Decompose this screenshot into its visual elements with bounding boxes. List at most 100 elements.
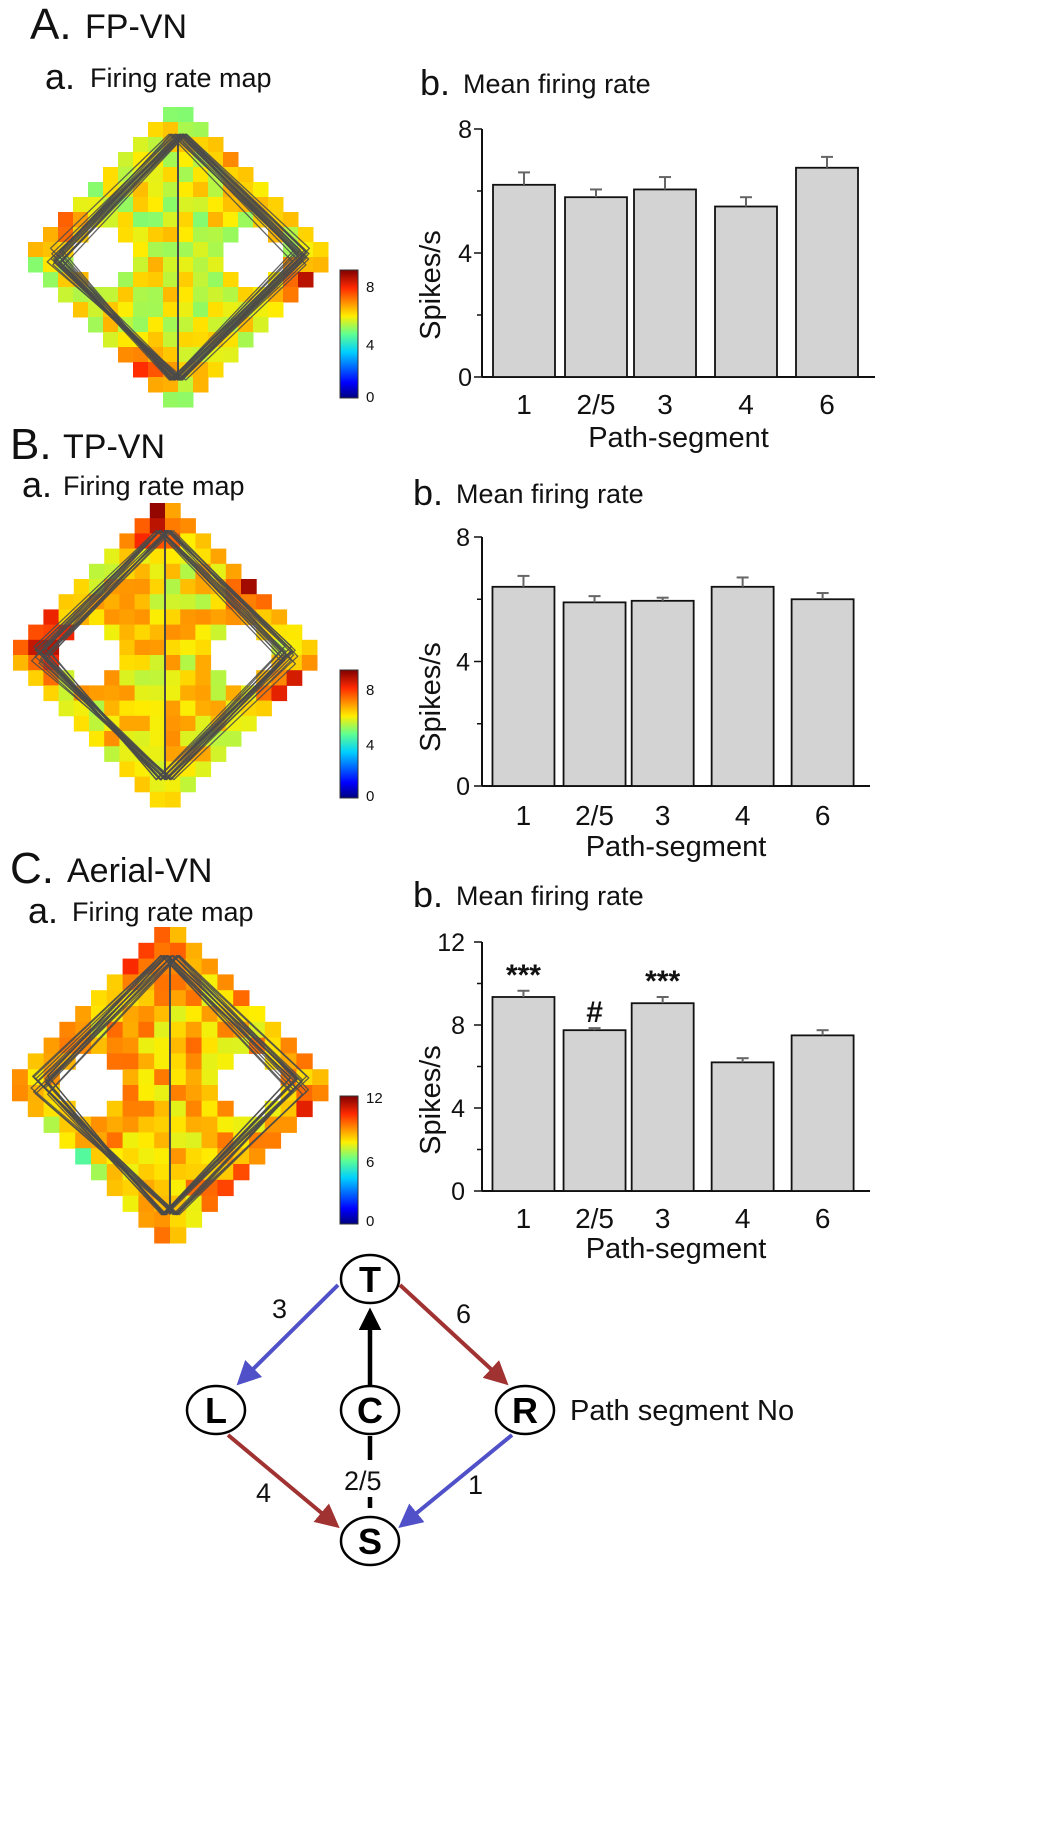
panel-b-name: TP-VN — [63, 428, 165, 466]
rate-map-pixel — [256, 700, 272, 717]
rate-map-pixel — [89, 685, 105, 702]
rate-map-pixel — [165, 639, 181, 656]
trajectory-path — [56, 133, 300, 381]
rate-map-pixel — [201, 1116, 218, 1133]
y-tick-label: 8 — [456, 524, 470, 552]
x-tick-label: 3 — [657, 389, 673, 420]
rate-map-pixel — [180, 685, 196, 702]
bar-3 — [630, 599, 695, 787]
rate-map-pixel — [193, 122, 209, 138]
rate-map-pixel — [165, 685, 181, 702]
rate-map-pixel — [170, 1006, 187, 1023]
rate-map-pixel — [233, 990, 250, 1007]
edge-l-to-s — [226, 1433, 340, 1529]
y-tick-label: 12 — [437, 929, 465, 957]
rate-map-pixel — [119, 639, 136, 656]
rate-map-pixel — [148, 317, 164, 333]
rate-map-pixel — [75, 1006, 92, 1023]
rate-map-pixel — [59, 1116, 76, 1133]
rate-map-pixel — [133, 197, 149, 213]
rate-map-pixel — [195, 624, 212, 641]
x-tick-label: 4 — [735, 1203, 751, 1234]
rate-map-pixel — [149, 594, 166, 610]
rate-map-pixel — [119, 579, 136, 595]
rate-map-pixel — [233, 1037, 250, 1054]
rate-map-pixel — [163, 392, 179, 408]
rate-map-pixel — [201, 1100, 218, 1118]
rate-map-pixel — [118, 347, 134, 363]
rate-map-pixel — [118, 272, 134, 288]
rate-map-pixel — [122, 1069, 139, 1086]
trajectory-path — [52, 133, 304, 381]
rate-map-pixel — [119, 685, 136, 702]
rate-map-pixel — [13, 655, 29, 671]
rate-map-pixel — [122, 1148, 139, 1165]
x-tick-label: 2/5 — [575, 800, 614, 831]
rate-map-pixel — [133, 212, 149, 228]
rate-map-pixel — [133, 257, 149, 273]
rate-map-pixel — [178, 182, 194, 198]
node-r-label: R — [512, 1390, 538, 1431]
rate-map-pixel — [154, 1116, 171, 1133]
rate-map-pixel — [122, 1132, 139, 1149]
rate-map-pixel — [165, 579, 181, 595]
rate-map-pixel — [148, 257, 164, 273]
rate-map-pixel — [241, 715, 257, 732]
rate-map-pixel — [163, 122, 179, 138]
rate-map-pixel — [238, 167, 254, 183]
rate-map-pixel — [210, 609, 227, 626]
rate-map-pixel — [301, 639, 318, 656]
rate-map-pixel — [201, 1069, 218, 1086]
trajectory-path — [30, 529, 297, 781]
colorbar-c-tick-high: 12 — [366, 1090, 383, 1107]
rate-map-pixel — [210, 624, 227, 641]
y-axis-title: Spikes/s — [415, 230, 447, 340]
colorbar-a-tick-high: 8 — [366, 279, 374, 296]
rate-map-pixel — [154, 1053, 171, 1070]
rate-map-pixel — [195, 639, 212, 656]
rate-map-pixel — [193, 212, 209, 228]
rate-map-pixel — [217, 974, 234, 991]
rate-map-pixel — [217, 1116, 234, 1133]
rate-map-pixel — [208, 137, 224, 153]
rate-map-pixel — [138, 1037, 155, 1054]
y-tick-label: 0 — [458, 364, 472, 392]
rate-map-pixel — [208, 227, 224, 243]
rate-map-pixel — [133, 182, 149, 198]
rate-map-pixel — [201, 958, 218, 975]
node-l — [185, 1384, 247, 1436]
rate-map-pixel — [170, 927, 187, 944]
rate-map-pixel — [106, 1100, 124, 1118]
rate-map-pixel — [134, 563, 151, 580]
rate-map-pixel — [201, 1132, 218, 1149]
rate-map-pixel — [122, 1100, 139, 1118]
trajectory-path — [44, 954, 295, 1216]
rate-map-pixel — [138, 1164, 155, 1181]
rate-map-pixel — [43, 272, 59, 288]
colorbar-c-tick-low: 0 — [366, 1213, 374, 1230]
rate-map-pixel — [193, 257, 209, 273]
rate-map-pixel — [165, 791, 181, 808]
rate-map-pixel — [134, 609, 151, 626]
edge-label-4: 4 — [256, 1478, 271, 1508]
rate-map-pixel — [180, 594, 196, 610]
trajectory-path — [34, 954, 295, 1216]
rate-map-pixel — [118, 227, 134, 243]
rate-map-pixel — [163, 317, 179, 333]
rate-map-pixel — [106, 1179, 124, 1197]
rate-map-pixel — [148, 182, 164, 198]
rate-map-pixel — [89, 731, 105, 747]
rate-map-pixel — [134, 685, 151, 702]
rate-map-pixel — [180, 776, 196, 793]
rate-map-pixel — [217, 1132, 234, 1149]
rate-map-pixel — [185, 1069, 203, 1086]
rate-map-pixel — [225, 563, 242, 580]
rate-map-pixel — [201, 1195, 218, 1212]
x-tick-label: 4 — [738, 389, 754, 420]
rate-map-pixel — [193, 197, 209, 213]
panel-a-map-title: Firing rate map — [90, 63, 272, 93]
rate-map-pixel — [91, 1164, 108, 1181]
panel-c-chart-title: Mean firing rate — [456, 881, 644, 911]
rate-map-pixel — [122, 1195, 139, 1212]
rate-map-pixel — [138, 942, 155, 960]
